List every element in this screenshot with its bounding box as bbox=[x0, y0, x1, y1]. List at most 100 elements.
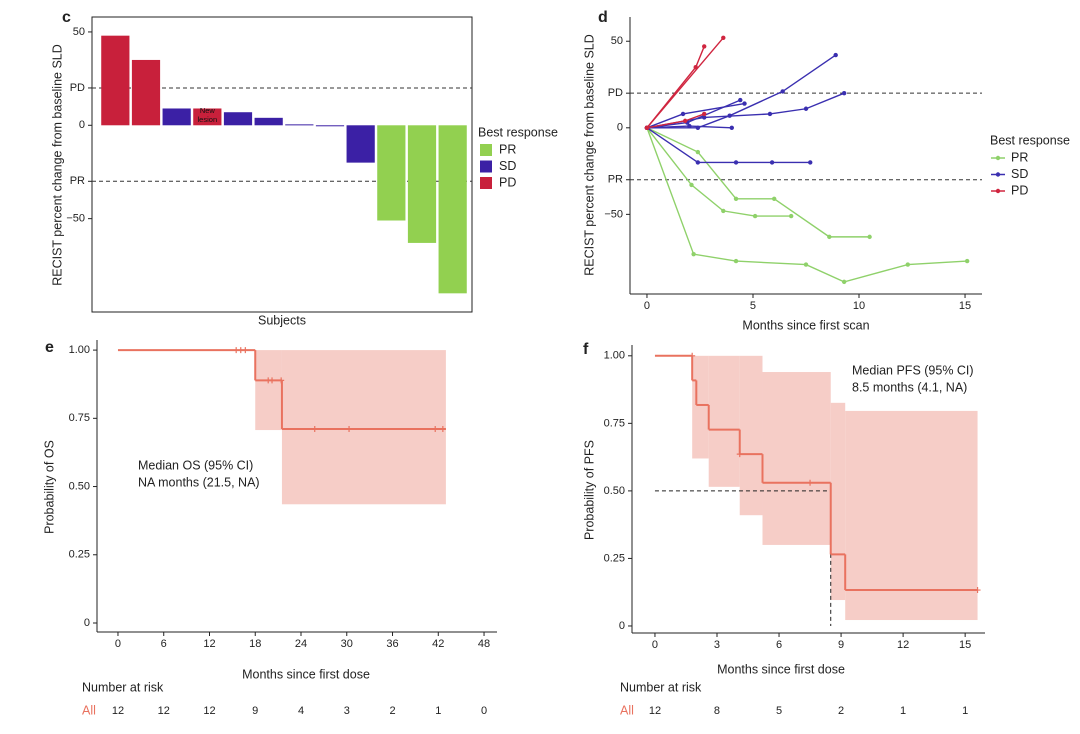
subject-point bbox=[721, 35, 726, 40]
risk-title: Number at risk bbox=[82, 680, 164, 694]
y-tick-label: 0.75 bbox=[604, 417, 625, 429]
x-tick-label: 10 bbox=[853, 300, 865, 312]
risk-count: 2 bbox=[389, 705, 395, 717]
legend-label: PR bbox=[1011, 150, 1028, 164]
bar bbox=[346, 125, 375, 163]
censor-mark bbox=[807, 479, 814, 486]
median-annotation: Median OS (95% CI) bbox=[138, 458, 253, 472]
x-tick-label: 48 bbox=[478, 638, 490, 650]
censor-mark bbox=[439, 425, 446, 432]
subject-point bbox=[687, 123, 692, 129]
risk-count: 4 bbox=[298, 705, 304, 717]
censor-mark bbox=[269, 377, 276, 384]
risk-count: 2 bbox=[838, 705, 844, 717]
x-axis-label: Months since first dose bbox=[242, 667, 370, 681]
y-tick-label: −50 bbox=[66, 213, 85, 225]
subject-point bbox=[803, 262, 809, 267]
x-tick-label: 12 bbox=[897, 639, 909, 651]
bar bbox=[377, 125, 406, 221]
ci-band bbox=[255, 350, 282, 431]
ci-band bbox=[762, 372, 831, 545]
bar bbox=[162, 108, 191, 126]
y-axis-label: RECIST percent change from baseline SLD bbox=[50, 44, 64, 286]
subject-line bbox=[646, 127, 870, 238]
subject-point bbox=[682, 118, 688, 124]
ci-band bbox=[830, 402, 846, 601]
subject-point bbox=[752, 213, 758, 219]
y-tick-label: 0 bbox=[617, 122, 623, 134]
y-tick-label: 0.25 bbox=[69, 549, 90, 561]
subject-point bbox=[841, 279, 847, 285]
legend-label: SD bbox=[1011, 167, 1028, 181]
subject-point bbox=[841, 90, 847, 96]
subject-line bbox=[646, 127, 792, 217]
y-tick-label: 1.00 bbox=[69, 344, 90, 356]
legend-dot bbox=[995, 188, 1001, 194]
legend-title: Best response bbox=[478, 125, 558, 139]
censor-mark bbox=[242, 347, 249, 354]
y-tick-label: 0 bbox=[619, 620, 625, 632]
y-tick-label: 0.50 bbox=[604, 485, 625, 497]
x-tick-label: 0 bbox=[644, 300, 650, 312]
risk-count: 1 bbox=[900, 705, 906, 717]
risk-title: Number at risk bbox=[620, 680, 702, 694]
x-tick-label: 3 bbox=[714, 639, 720, 651]
subject-point bbox=[738, 97, 743, 103]
risk-count: 12 bbox=[649, 705, 661, 717]
x-tick-label: 18 bbox=[249, 638, 261, 650]
subject-line bbox=[646, 127, 811, 164]
x-tick-label: 15 bbox=[959, 300, 971, 312]
subject-point bbox=[733, 196, 739, 201]
subject-line bbox=[646, 37, 724, 129]
y-tick-label: −50 bbox=[604, 208, 623, 220]
median-annotation: Median PFS (95% CI) bbox=[852, 363, 974, 377]
ci-band bbox=[739, 355, 763, 516]
median-annotation: 8.5 months (4.1, NA) bbox=[852, 380, 967, 394]
y-tick-label: 50 bbox=[73, 26, 85, 38]
subject-point bbox=[833, 52, 838, 58]
subject-point bbox=[695, 160, 701, 165]
legend-dot bbox=[995, 172, 1001, 177]
y-tick-label: PR bbox=[70, 175, 85, 187]
x-tick-label: 6 bbox=[161, 638, 167, 650]
panel-letter: c bbox=[62, 9, 71, 26]
subject-point bbox=[695, 149, 701, 155]
y-tick-label: PD bbox=[608, 87, 623, 99]
x-axis-label: Subjects bbox=[258, 313, 306, 327]
subject-point bbox=[803, 106, 809, 111]
censor-mark bbox=[311, 425, 318, 432]
subject-point bbox=[788, 213, 794, 219]
x-tick-label: 5 bbox=[750, 300, 756, 312]
panel-letter: f bbox=[583, 341, 589, 358]
x-tick-label: 42 bbox=[432, 638, 444, 650]
subject-point bbox=[689, 182, 694, 188]
ci-band bbox=[692, 355, 709, 459]
ci-band bbox=[281, 350, 446, 505]
bar bbox=[315, 125, 345, 127]
x-tick-label: 6 bbox=[776, 639, 782, 651]
bar bbox=[285, 124, 314, 126]
subject-point bbox=[729, 125, 734, 130]
annotation-box: New lesion bbox=[198, 106, 218, 124]
panel-letter: e bbox=[45, 339, 54, 356]
x-axis-label: Months since first dose bbox=[717, 662, 845, 676]
censor-mark bbox=[974, 587, 981, 594]
legend-swatch bbox=[480, 160, 492, 173]
subject-point bbox=[644, 125, 650, 130]
x-tick-label: 24 bbox=[295, 638, 307, 650]
subject-point bbox=[767, 111, 773, 117]
plot-frame bbox=[91, 16, 473, 313]
y-axis-label: RECIST percent change from baseline SLD bbox=[582, 34, 596, 276]
subject-point bbox=[867, 234, 872, 240]
subject-point bbox=[780, 89, 785, 94]
censor-mark bbox=[736, 451, 743, 458]
censor-mark bbox=[432, 425, 439, 432]
x-tick-label: 15 bbox=[959, 639, 971, 651]
bar bbox=[223, 112, 253, 126]
subject-point bbox=[691, 251, 696, 257]
panel-letter: d bbox=[598, 9, 608, 26]
legend-label: SD bbox=[499, 159, 516, 173]
subject-point bbox=[771, 196, 777, 201]
median-annotation: NA months (21.5, NA) bbox=[138, 475, 260, 489]
